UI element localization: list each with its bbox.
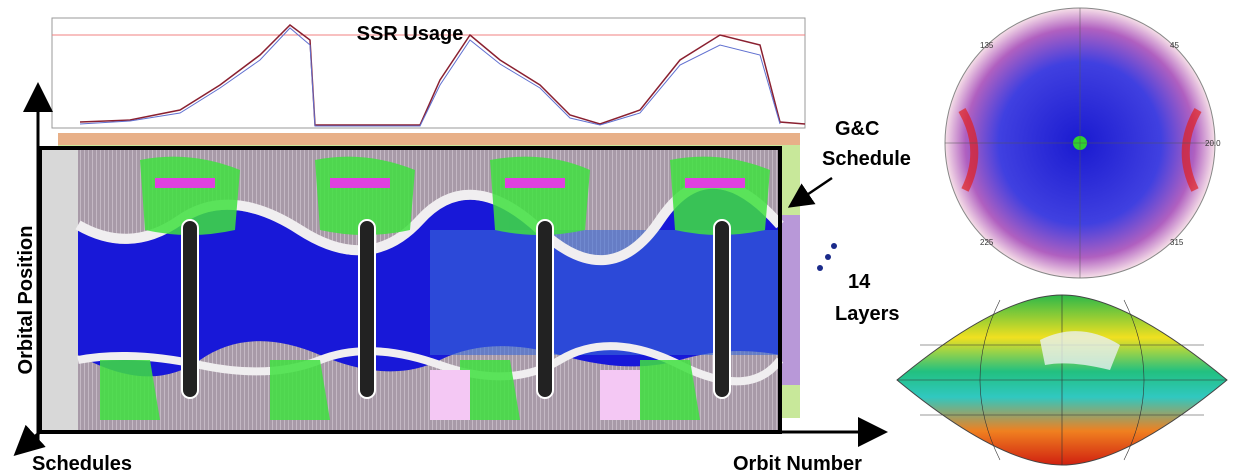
figure: SSR Usage xyxy=(0,0,1233,476)
diagonal-axis xyxy=(18,432,40,452)
schedule-panel xyxy=(40,148,780,432)
map-grid xyxy=(897,295,1227,465)
polar-label: 225 xyxy=(980,238,994,247)
polar-plot: 135 45 225 315 20.0 xyxy=(945,8,1221,278)
layer-dots xyxy=(817,243,837,271)
gc-strip xyxy=(58,133,800,145)
layer-edge xyxy=(780,215,800,385)
polar-label: 315 xyxy=(1170,238,1184,247)
polar-label: 45 xyxy=(1170,41,1179,50)
ssr-plot: SSR Usage xyxy=(52,18,805,128)
map xyxy=(897,295,1227,465)
polar-label: 135 xyxy=(980,41,994,50)
orbit-number-label: Orbit Number xyxy=(733,453,862,475)
layers-label: 14 xyxy=(848,271,871,293)
panel-left xyxy=(40,148,78,432)
layers-label: Layers xyxy=(835,303,900,325)
gc-label: G&C xyxy=(835,118,879,140)
polar-label: 20.0 xyxy=(1205,139,1221,148)
schedules-label: Schedules xyxy=(32,453,132,475)
ssr-title: SSR Usage xyxy=(357,23,464,45)
gc-label: Schedule xyxy=(822,148,911,170)
orbital-position-label: Orbital Position xyxy=(15,226,37,375)
